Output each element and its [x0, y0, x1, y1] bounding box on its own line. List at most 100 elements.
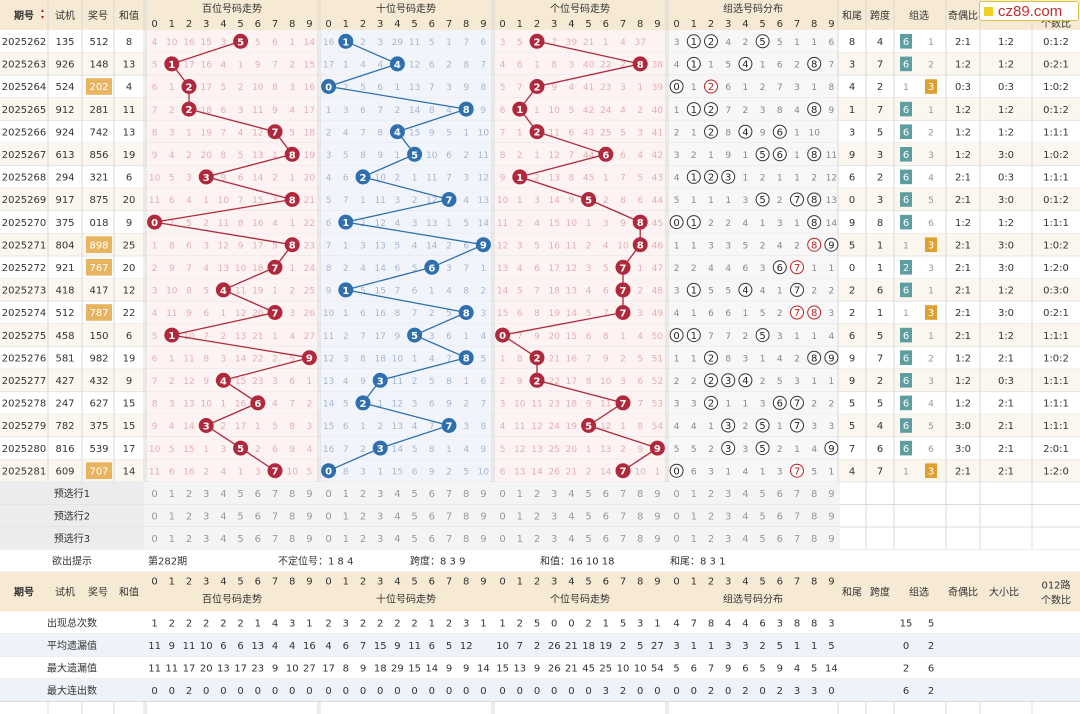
preselect-digit: 9	[306, 512, 312, 523]
group-miss: 12	[826, 174, 837, 184]
miss-value: 5	[255, 38, 261, 48]
miss-value: 10	[323, 309, 335, 319]
miss-value: 2	[203, 219, 209, 229]
preselect-digit: 3	[551, 534, 557, 545]
miss-value: 6	[152, 83, 158, 93]
stats-value: 18	[374, 664, 387, 675]
stats-value: 11	[148, 641, 161, 652]
trend-point-ten	[458, 305, 474, 320]
group-miss: 1	[743, 83, 749, 93]
miss-value: 4	[186, 196, 192, 206]
group-miss: 1	[691, 83, 697, 93]
group-miss: 1	[691, 196, 697, 206]
group-miss: 7	[725, 332, 731, 342]
miss-value: 5	[429, 377, 435, 387]
miss-value: 5	[238, 151, 244, 161]
miss-value: 6	[500, 106, 506, 116]
miss-value: 9	[238, 241, 244, 251]
row-award: 898	[89, 240, 108, 251]
preselect-digit: 7	[794, 512, 800, 523]
row-route: 0:2:1	[1043, 60, 1069, 71]
miss-value: 54	[652, 422, 664, 432]
group-miss: 3	[811, 422, 817, 432]
site-logo[interactable]: cz89.com	[979, 1, 1079, 21]
miss-value: 3	[360, 241, 366, 251]
stats-value: 16	[303, 641, 316, 652]
trend-point-label: 8	[463, 309, 470, 320]
row-tail: 9	[849, 353, 855, 364]
group-hit-circle	[807, 215, 822, 230]
miss-value: 26	[304, 309, 316, 319]
stats-value: 0	[446, 686, 452, 697]
header-digit: 9	[654, 19, 660, 30]
stats-zuxuan: 6	[928, 664, 934, 675]
preselect-digit: 2	[186, 489, 192, 500]
miss-value: 5	[463, 219, 469, 229]
preselect-digit: 2	[708, 534, 714, 545]
zuxuan-value: 2	[903, 263, 909, 274]
trend-point-ten	[355, 395, 371, 411]
miss-value: 10	[183, 332, 195, 342]
row-test: 524	[55, 82, 74, 93]
miss-value: 5	[360, 83, 366, 93]
miss-value: 7	[481, 61, 487, 71]
group-miss: 1	[691, 354, 697, 364]
row-jiou: 1:2	[955, 399, 971, 410]
miss-value: 8	[620, 196, 626, 206]
miss-value: 6	[446, 151, 452, 161]
group-hit-digit: 7	[794, 421, 800, 432]
miss-value: 7	[500, 128, 506, 138]
miss-value: 5	[500, 83, 506, 93]
miss-value: 1	[343, 241, 349, 251]
stats-zuxuan: 2	[928, 686, 934, 697]
row-sum: 14	[123, 466, 136, 477]
stats-value: 2	[169, 619, 175, 630]
miss-value: 44	[652, 196, 664, 206]
trend-point-label: 6	[254, 399, 261, 410]
stats-value: 8	[811, 619, 817, 630]
miss-value: 15	[566, 332, 577, 342]
group-miss: 4	[743, 219, 749, 229]
stats-zuxuan: 15	[900, 619, 913, 630]
trend-point-label: 2	[360, 173, 367, 184]
zuxuan-value: 6	[903, 444, 909, 455]
header-digit: 7	[794, 19, 800, 30]
miss-value: 1	[412, 354, 418, 364]
miss-value: 10	[548, 106, 560, 116]
zuxuan3-box	[925, 463, 937, 478]
header-digit: 6	[777, 19, 783, 30]
preselect-digit: 7	[794, 489, 800, 500]
group-hit-digit: 5	[759, 195, 765, 206]
ten-bg	[320, 143, 492, 166]
miss-value: 1	[620, 422, 626, 432]
miss-value: 4	[221, 61, 227, 71]
footer-digit: 1	[343, 577, 349, 588]
trend-point-unit	[581, 418, 597, 433]
row-sum: 12	[123, 286, 136, 297]
footer-digit: 3	[725, 577, 731, 588]
miss-value: 3	[343, 354, 349, 364]
stats-value: 14	[425, 664, 438, 675]
miss-value: 4	[221, 467, 227, 477]
miss-value: 11	[566, 241, 577, 251]
header-digit: 4	[742, 19, 748, 30]
miss-value: 11	[600, 400, 611, 410]
miss-value: 19	[252, 287, 264, 297]
miss-value: 3	[637, 128, 643, 138]
trend-point-label: 6	[602, 150, 609, 161]
row-jiou: 2:1	[955, 263, 971, 274]
zuxuan-value: 6	[903, 195, 909, 206]
trend-point-ten	[372, 440, 388, 456]
group-miss: 2	[691, 377, 697, 387]
miss-value: 1	[289, 174, 295, 184]
group-miss: 2	[794, 354, 800, 364]
group-hit-circle	[755, 328, 770, 343]
stats-value: 4	[272, 641, 278, 652]
miss-value: 22	[304, 219, 315, 229]
preselect-digit: 0	[325, 489, 331, 500]
miss-value: 43	[583, 128, 594, 138]
stats-value: 9	[360, 664, 366, 675]
stats-value: 0	[551, 686, 557, 697]
ten-bg	[320, 369, 492, 392]
miss-value: 2	[307, 400, 313, 410]
